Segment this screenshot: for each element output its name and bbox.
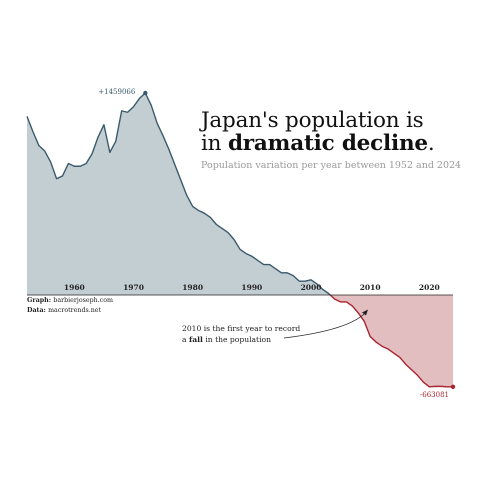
x-tick-label-1970: 1970: [123, 283, 144, 292]
annotation-line-1: 2010 is the first year to record: [182, 324, 301, 333]
min-point: [450, 384, 456, 390]
x-tick-label-2010: 2010: [360, 283, 381, 292]
positive-series-line: [26, 92, 331, 296]
annotation-arrow: [283, 311, 367, 339]
annotation-line-2: a fall in the population: [182, 335, 272, 344]
x-tick-label-1990: 1990: [241, 283, 262, 292]
data-labels: +1459066 -663081: [98, 88, 456, 399]
chart-title-line-2: in dramatic decline.: [201, 131, 435, 156]
chart-subtitle: Population variation per year between 19…: [201, 160, 462, 171]
negative-series-line: [329, 294, 453, 388]
x-tick-label-1960: 1960: [64, 283, 85, 292]
area-layer: [26, 92, 453, 388]
positive-area: [27, 93, 331, 295]
x-tick-label-2020: 2020: [419, 283, 440, 292]
max-point: [143, 90, 148, 96]
x-tick-label-1980: 1980: [182, 283, 203, 292]
min-value-label: -663081: [420, 391, 449, 399]
x-tick-label-2000: 2000: [301, 283, 322, 292]
data-credit: Data: macrotrends.net: [27, 307, 102, 314]
annotation-arrowhead: [362, 309, 368, 316]
chart-title-line-1: Japan's population is: [201, 108, 424, 133]
max-value-label: +1459066: [98, 88, 136, 96]
annotation-emphasis: fall: [188, 335, 203, 344]
title-emphasis: dramatic decline: [227, 131, 428, 156]
negative-area: [330, 295, 453, 387]
x-axis-ticks: 1960 1970 1980 1990 2000 2010 2020: [64, 283, 440, 292]
graph-credit: Graph: barbierjoseph.com: [27, 297, 113, 304]
